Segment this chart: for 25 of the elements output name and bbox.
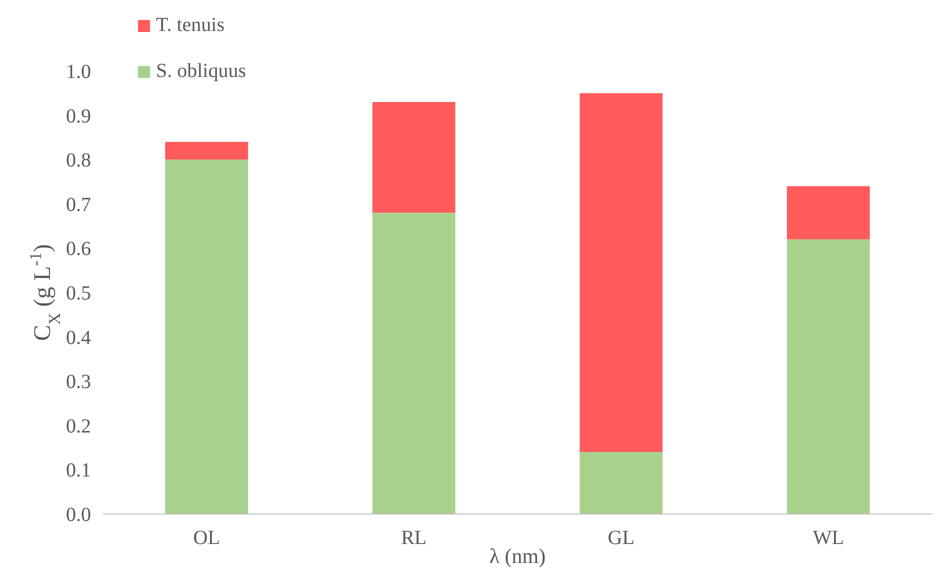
x-tick-label: WL: [812, 527, 844, 549]
y-tick-label: 0.6: [66, 238, 91, 260]
bar: [580, 452, 663, 514]
bar: [786, 239, 870, 514]
legend-label: T. tenuis: [156, 14, 225, 36]
legend-label: S. obliquus: [156, 60, 246, 82]
y-tick-label: 0.5: [66, 282, 91, 304]
x-tick-label: RL: [401, 527, 427, 549]
y-tick-label: 0.1: [66, 460, 91, 482]
bar: [786, 186, 870, 240]
y-tick-label: 0.2: [66, 415, 91, 438]
y-tick-label: 1.0: [66, 61, 91, 83]
bar: [372, 212, 456, 514]
bar: [580, 93, 663, 452]
bar: [372, 102, 456, 213]
y-tick-label: 0.3: [66, 371, 91, 394]
bar: [165, 160, 248, 514]
y-tick-label: 0.8: [66, 150, 91, 172]
y-tick-label: 0.7: [66, 194, 91, 216]
y-tick-label: 0.9: [66, 105, 91, 128]
y-tick-label: 0.4: [66, 326, 91, 349]
bar: [165, 142, 248, 160]
x-tick-label: GL: [608, 527, 634, 549]
x-tick-label: OL: [193, 527, 220, 549]
y-tick-label: 0.0: [66, 504, 91, 526]
